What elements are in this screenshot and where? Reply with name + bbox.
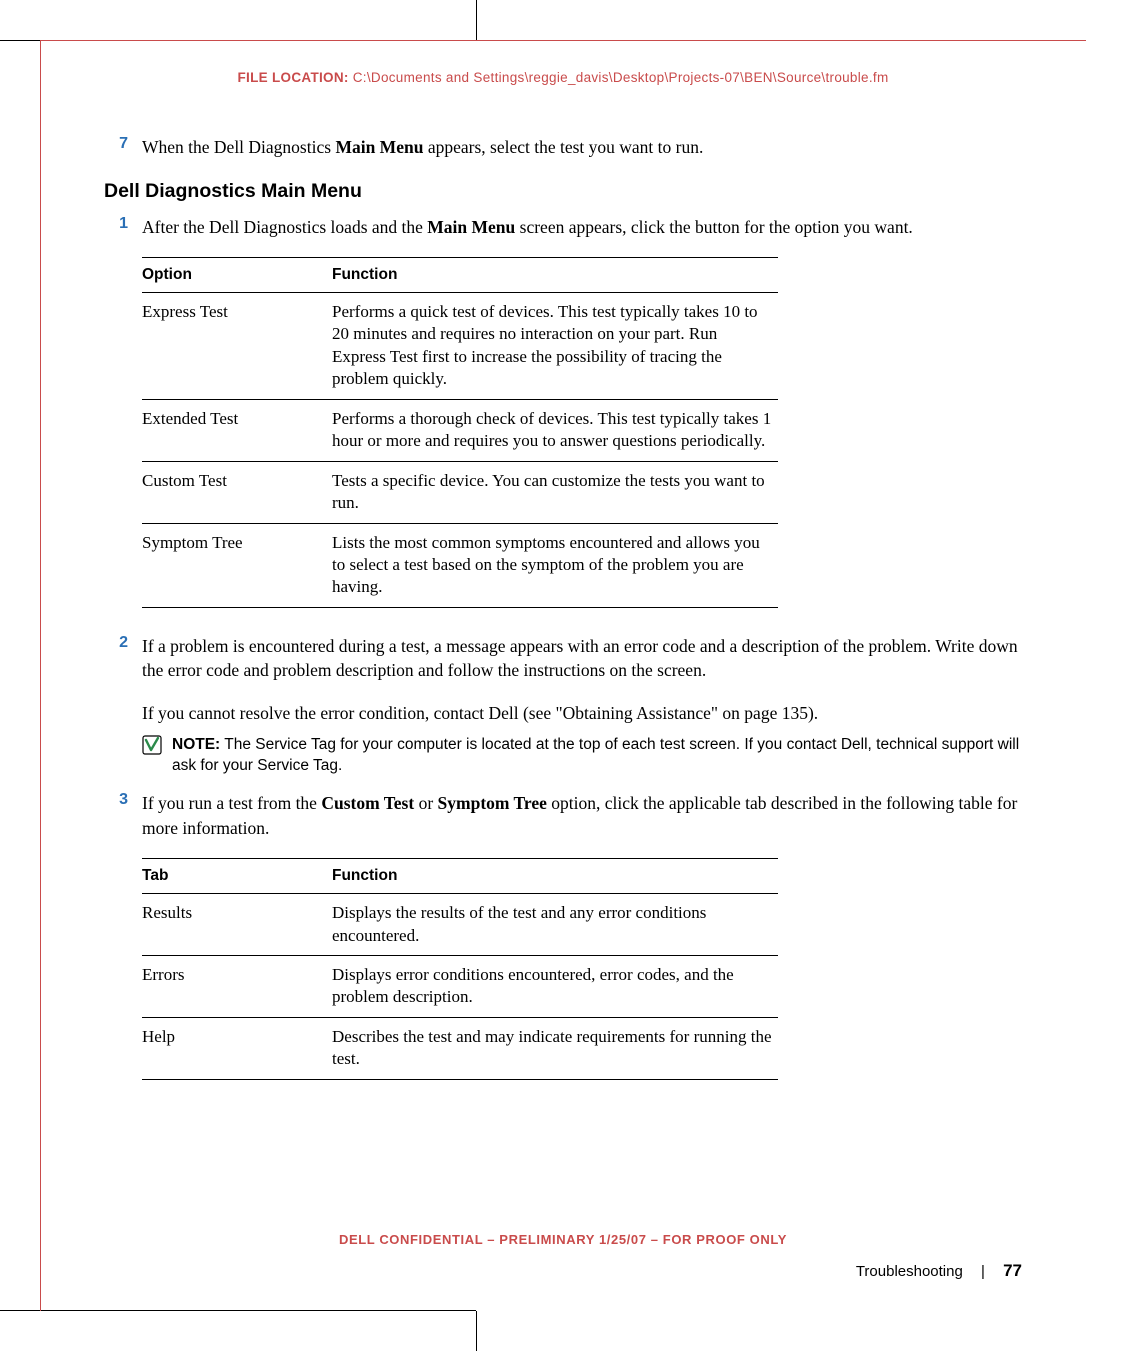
table-row: Errors Displays error conditions encount… xyxy=(142,956,778,1018)
step-number: 7 xyxy=(104,135,142,160)
function-cell: Describes the test and may indicate requ… xyxy=(332,1017,778,1079)
table-row: Express Test Performs a quick test of de… xyxy=(142,293,778,400)
function-cell: Performs a thorough check of devices. Th… xyxy=(332,399,778,461)
tab-cell: Errors xyxy=(142,956,332,1018)
page-border-left xyxy=(40,40,41,1311)
note-text: NOTE: The Service Tag for your computer … xyxy=(168,735,1022,777)
table-row: Results Displays the results of the test… xyxy=(142,894,778,956)
step-text: When the Dell Diagnostics Main Menu appe… xyxy=(142,135,1022,160)
table-header-function: Function xyxy=(332,258,778,293)
table-row: Extended Test Performs a thorough check … xyxy=(142,399,778,461)
function-cell: Lists the most common symptoms encounter… xyxy=(332,523,778,607)
function-cell: Performs a quick test of devices. This t… xyxy=(332,293,778,400)
step-number: 1 xyxy=(104,215,142,240)
confidential-footer: DELL CONFIDENTIAL – PRELIMINARY 1/25/07 … xyxy=(104,1232,1022,1247)
file-location-header: FILE LOCATION: C:\Documents and Settings… xyxy=(104,70,1022,85)
crop-mark-bottom-h xyxy=(0,1310,476,1311)
function-cell: Displays error conditions encountered, e… xyxy=(332,956,778,1018)
step-number: 3 xyxy=(104,791,142,840)
heading-main-menu: Dell Diagnostics Main Menu xyxy=(104,180,1022,203)
page-content: FILE LOCATION: C:\Documents and Settings… xyxy=(104,70,1022,1291)
file-location-path: C:\Documents and Settings\reggie_davis\D… xyxy=(353,70,889,85)
option-cell: Custom Test xyxy=(142,461,332,523)
options-table: Option Function Express Test Performs a … xyxy=(142,257,778,608)
option-cell: Express Test xyxy=(142,293,332,400)
note-block: NOTE: The Service Tag for your computer … xyxy=(142,735,1022,777)
table-header-tab: Tab xyxy=(142,859,332,894)
function-cell: Displays the results of the test and any… xyxy=(332,894,778,956)
footer-separator: | xyxy=(981,1263,985,1280)
step-text: If you run a test from the Custom Test o… xyxy=(142,791,1022,840)
crop-mark-top-v xyxy=(476,0,477,40)
table-row: Help Describes the test and may indicate… xyxy=(142,1017,778,1079)
table-row: Custom Test Tests a specific device. You… xyxy=(142,461,778,523)
tabs-table: Tab Function Results Displays the result… xyxy=(142,858,778,1080)
table-header-function: Function xyxy=(332,859,778,894)
step-text: If a problem is encountered during a tes… xyxy=(142,634,1022,683)
tab-cell: Results xyxy=(142,894,332,956)
table-row: Symptom Tree Lists the most common sympt… xyxy=(142,523,778,607)
step-number: 2 xyxy=(104,634,142,683)
page-footer: Troubleshooting | 77 xyxy=(856,1261,1022,1281)
table-header-option: Option xyxy=(142,258,332,293)
table-header-row: Tab Function xyxy=(142,859,778,894)
step-7: 7 When the Dell Diagnostics Main Menu ap… xyxy=(104,135,1022,160)
step-3: 3 If you run a test from the Custom Test… xyxy=(104,791,1022,840)
step-text: After the Dell Diagnostics loads and the… xyxy=(142,215,1022,240)
file-location-label: FILE LOCATION: xyxy=(238,70,349,85)
option-cell: Extended Test xyxy=(142,399,332,461)
note-icon xyxy=(142,735,168,777)
step-2: 2 If a problem is encountered during a t… xyxy=(104,634,1022,683)
function-cell: Tests a specific device. You can customi… xyxy=(332,461,778,523)
footer-page-number: 77 xyxy=(1003,1261,1022,1280)
table-header-row: Option Function xyxy=(142,258,778,293)
step-1: 1 After the Dell Diagnostics loads and t… xyxy=(104,215,1022,240)
option-cell: Symptom Tree xyxy=(142,523,332,607)
tab-cell: Help xyxy=(142,1017,332,1079)
crop-mark-bottom-v xyxy=(476,1311,477,1351)
resolve-paragraph: If you cannot resolve the error conditio… xyxy=(142,701,1022,726)
footer-section: Troubleshooting xyxy=(856,1263,963,1280)
page-border-top xyxy=(40,40,1086,41)
